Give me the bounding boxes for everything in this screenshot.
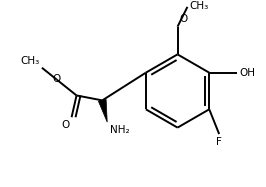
Text: F: F <box>216 137 222 147</box>
Text: NH₂: NH₂ <box>110 125 130 135</box>
Polygon shape <box>98 99 107 122</box>
Text: O: O <box>61 120 70 130</box>
Text: O: O <box>52 73 61 84</box>
Text: O: O <box>180 14 188 24</box>
Text: CH₃: CH₃ <box>189 1 209 11</box>
Text: OH: OH <box>239 68 255 78</box>
Text: CH₃: CH₃ <box>21 56 40 66</box>
